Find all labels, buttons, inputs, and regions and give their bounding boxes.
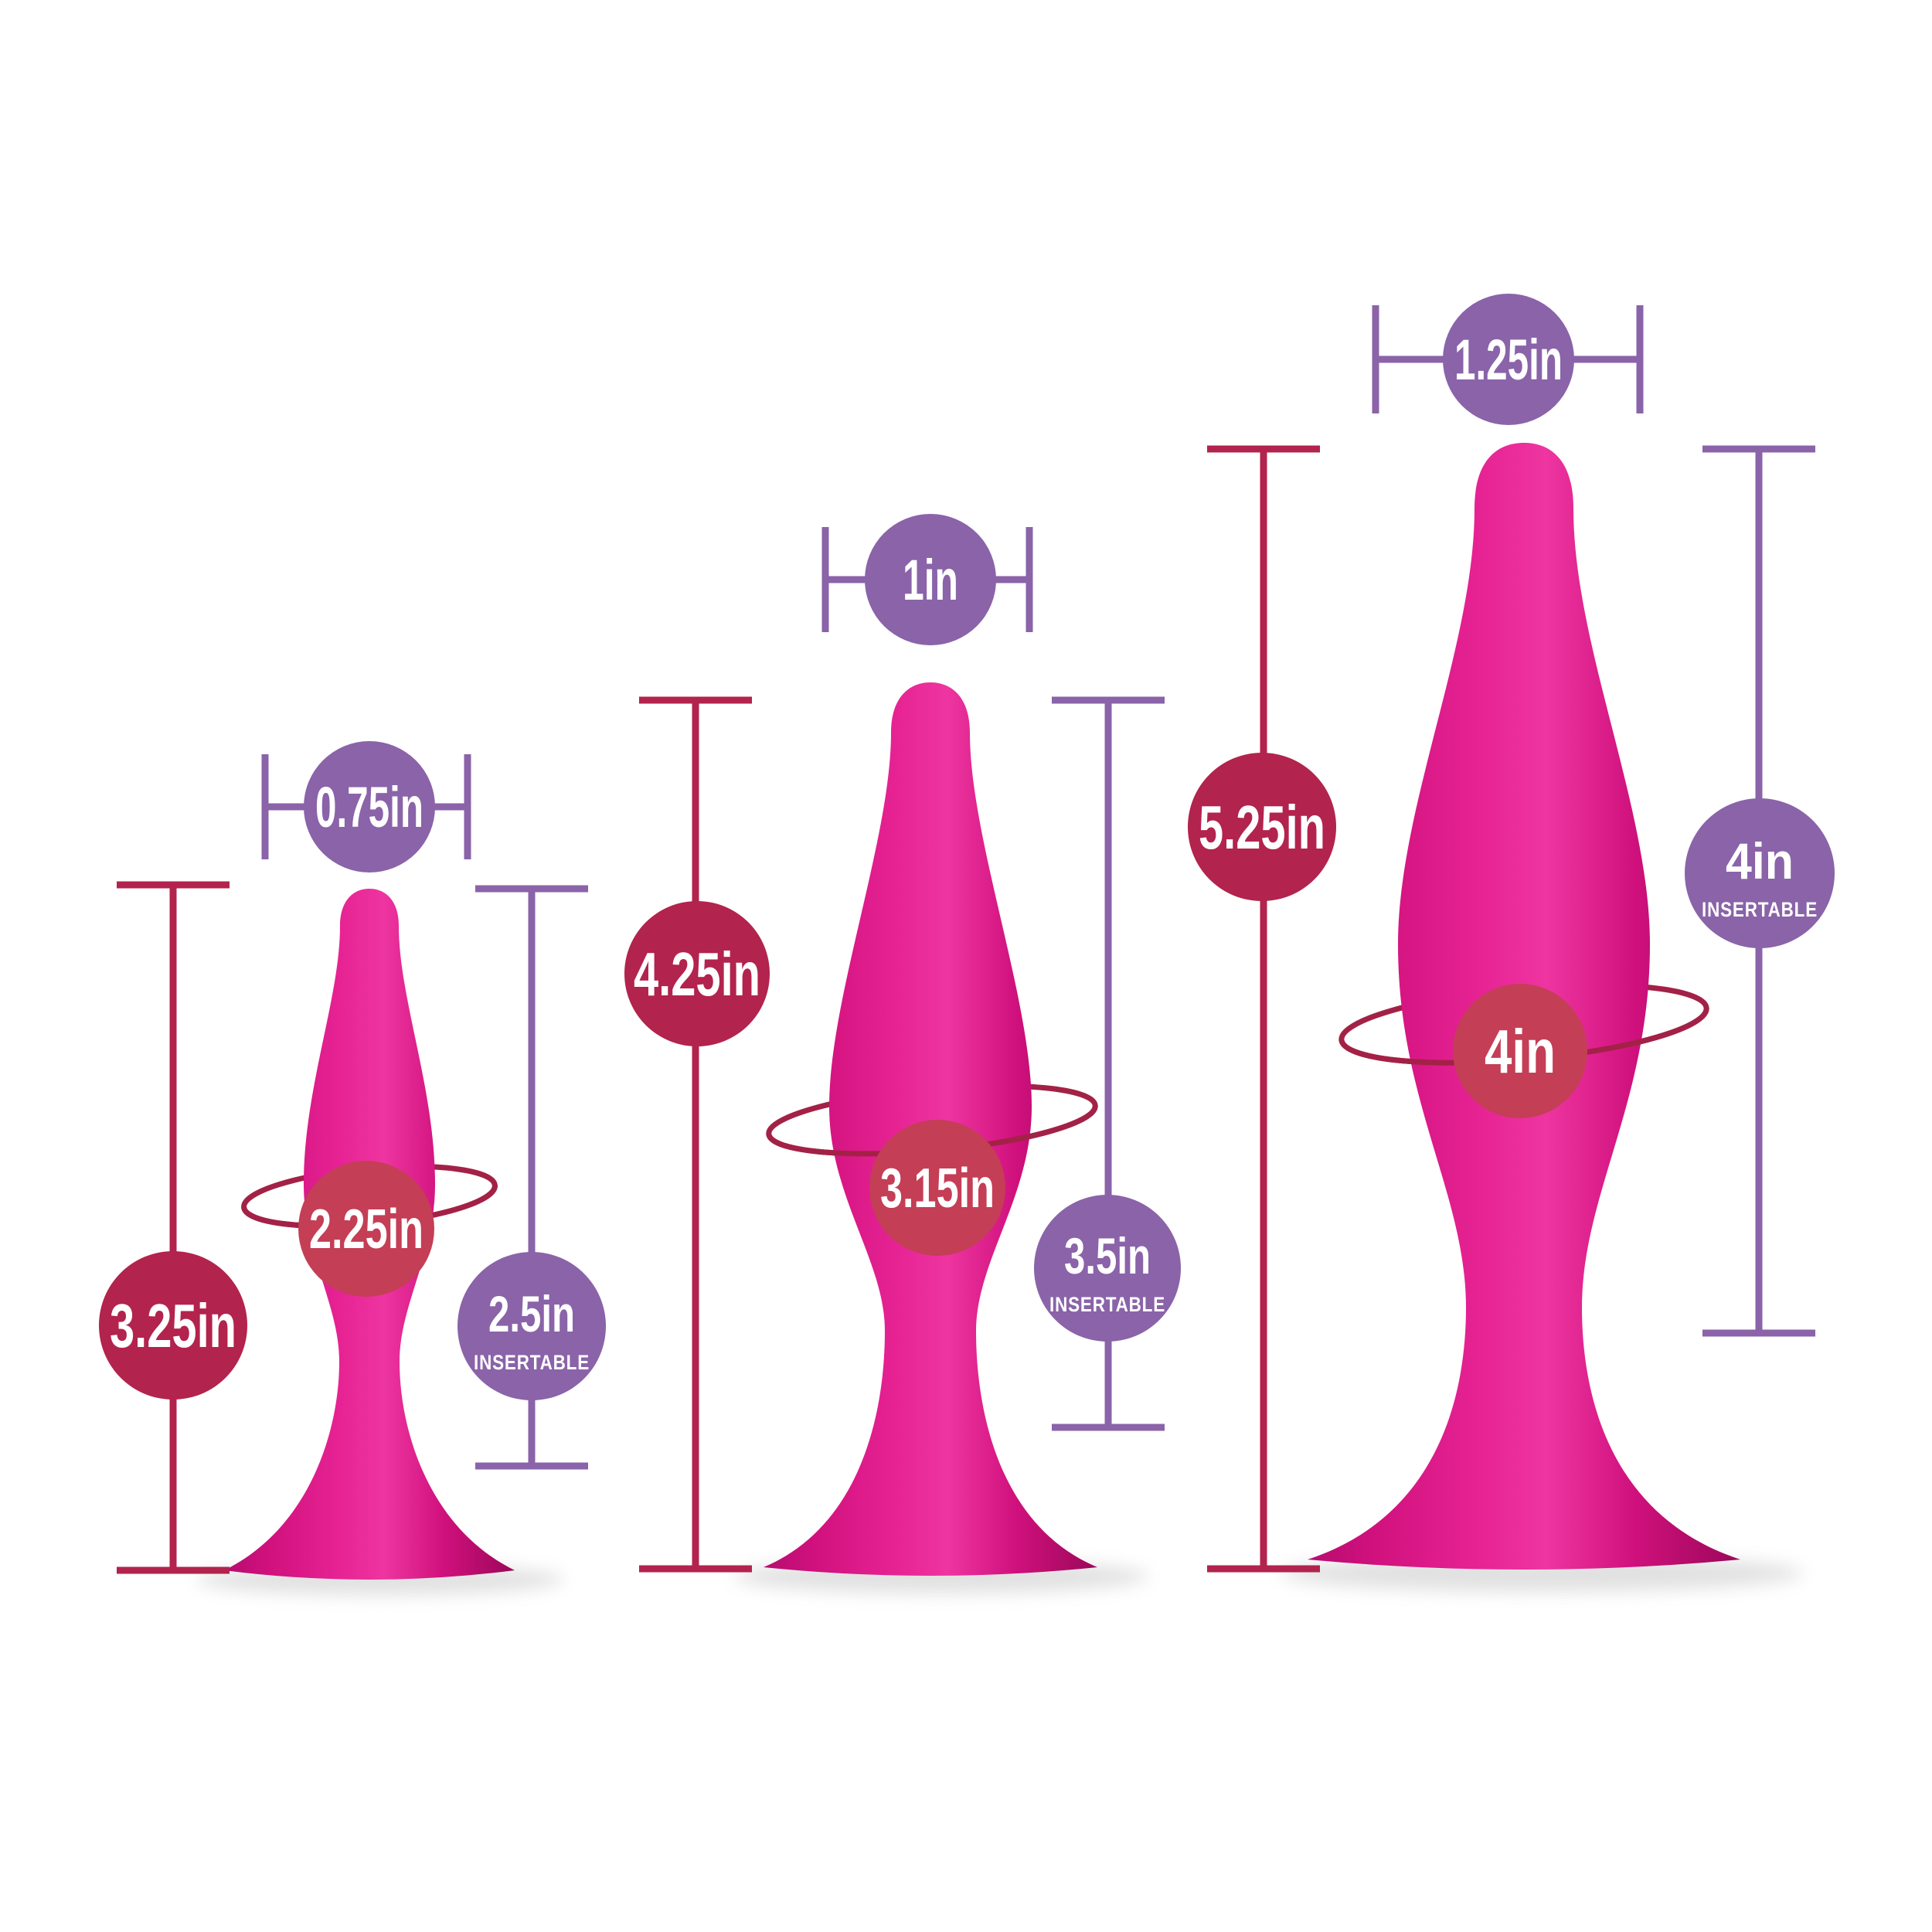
girth-badge <box>298 1161 434 1297</box>
girth-measure: 4in <box>1453 984 1587 1118</box>
width-badge <box>304 741 435 872</box>
length-value: 5.25in <box>1199 793 1325 862</box>
width-value: 0.75in <box>315 775 423 839</box>
insertable-value: 2.5in <box>488 1285 575 1342</box>
insertable-badge <box>457 1252 606 1400</box>
length-badge <box>1188 753 1336 901</box>
insertable-measure: 3.5in INSERTABLE <box>1034 696 1181 1431</box>
insertable-badge <box>1034 1195 1181 1342</box>
width-value: 1.25in <box>1454 328 1563 392</box>
girth-value: 3.15in <box>880 1158 995 1219</box>
insertable-caption: INSERTABLE <box>1702 898 1818 921</box>
length-value: 4.25in <box>634 940 760 1009</box>
girth-measure: 2.25in <box>298 1161 434 1297</box>
product-small: 0.75in 3.25in 2.25in 2.5in INSERTABLE <box>99 741 606 1595</box>
product-large: 1.25in 5.25in 4in 4in INSERTABLE <box>1188 294 1835 1592</box>
width-measure: 0.75in <box>261 741 471 872</box>
width-badge <box>865 514 996 645</box>
girth-value: 2.25in <box>309 1199 423 1260</box>
length-measure: 3.25in <box>99 881 247 1574</box>
insertable-measure: 4in INSERTABLE <box>1685 445 1835 1337</box>
girth-badge <box>869 1120 1005 1256</box>
girth-badge <box>1453 984 1587 1118</box>
length-badge <box>99 1251 247 1400</box>
girth-measure: 3.15in <box>869 1120 1005 1256</box>
insertable-badge <box>1685 798 1835 948</box>
insertable-measure: 2.5in INSERTABLE <box>457 885 606 1470</box>
width-measure: 1in <box>821 514 1033 645</box>
length-measure: 4.25in <box>624 696 770 1573</box>
length-value: 3.25in <box>110 1291 236 1360</box>
insertable-value: 3.5in <box>1064 1227 1151 1284</box>
product-medium: 1in 4.25in 3.15in 3.5in INSERTABLE <box>624 514 1181 1594</box>
length-measure: 5.25in <box>1188 445 1336 1573</box>
insertable-caption: INSERTABLE <box>1049 1293 1165 1316</box>
girth-value: 4in <box>1485 1017 1556 1086</box>
insertable-value: 4in <box>1726 832 1794 889</box>
width-badge <box>1443 294 1574 425</box>
insertable-caption: INSERTABLE <box>474 1351 590 1374</box>
width-measure: 1.25in <box>1372 294 1644 425</box>
width-value: 1in <box>903 548 958 612</box>
length-badge <box>624 901 770 1046</box>
